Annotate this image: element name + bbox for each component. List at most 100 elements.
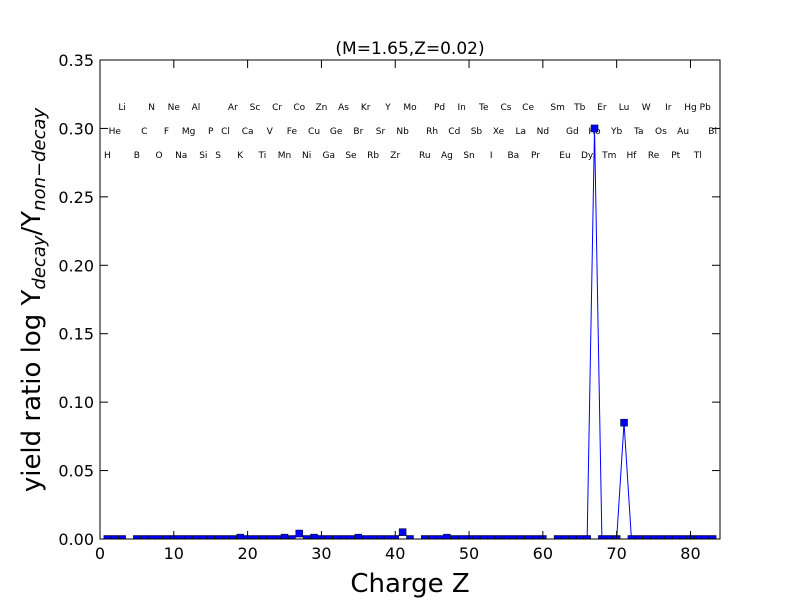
element-label: K (237, 151, 244, 161)
element-label: Br (353, 127, 363, 137)
x-tick-label: 80 (680, 544, 700, 563)
element-label: B (134, 151, 140, 161)
y-tick-label: 0.15 (58, 325, 94, 344)
element-label: Bi (708, 127, 717, 137)
element-label: Ar (228, 103, 238, 113)
element-label: Cu (308, 127, 320, 137)
element-label: V (267, 127, 274, 137)
element-label: I (490, 151, 493, 161)
y-label-sub: decay (29, 235, 50, 289)
data-point (111, 535, 119, 539)
chart-title: (M=1.65,Z=0.02) (335, 39, 484, 59)
data-point (421, 535, 429, 539)
element-label: Mg (182, 127, 195, 137)
element-label: Pd (434, 103, 445, 113)
element-label: Gd (566, 127, 579, 137)
data-point (155, 535, 163, 539)
x-tick-label: 10 (164, 544, 184, 563)
data-point (280, 533, 289, 539)
data-point (598, 535, 606, 539)
element-label: Hg (684, 103, 696, 113)
data-point (118, 535, 126, 539)
x-tick-label: 30 (311, 544, 331, 563)
element-label: S (215, 151, 221, 161)
data-point (214, 535, 222, 539)
element-label: Cs (500, 103, 511, 113)
data-point (376, 535, 385, 539)
y-tick-label: 0.35 (58, 51, 94, 70)
element-label: Sb (471, 127, 483, 137)
data-point (642, 535, 650, 539)
y-tick-label: 0.10 (58, 393, 94, 412)
data-point (184, 535, 193, 539)
element-label: Sm (550, 103, 564, 113)
x-tick-label: 60 (533, 544, 553, 563)
element-label: Y (384, 103, 391, 113)
y-axis-label: yield ratio log Ydecay/Ynon−decay (17, 107, 50, 492)
element-label: La (515, 127, 526, 137)
element-label: Si (199, 151, 207, 161)
element-label: Ne (168, 103, 181, 113)
data-point (494, 535, 503, 539)
element-label: W (642, 103, 651, 113)
element-label: Sn (463, 151, 474, 161)
element-label: Nb (396, 127, 409, 137)
element-label: P (208, 127, 214, 137)
element-label: F (164, 127, 169, 137)
data-point (620, 418, 628, 427)
data-point (524, 535, 532, 539)
element-label: O (156, 151, 163, 161)
element-label: He (109, 127, 122, 137)
data-point (288, 535, 296, 539)
data-point (694, 535, 702, 539)
element-label: Ni (302, 151, 311, 161)
element-label: As (338, 103, 349, 113)
data-point (605, 535, 614, 539)
element-label: Tb (573, 103, 585, 113)
element-label: Te (478, 103, 489, 113)
element-label: Zn (315, 103, 327, 113)
data-point (192, 535, 200, 539)
data-point (576, 535, 584, 539)
data-point (487, 535, 495, 539)
x-tick-label: 0 (95, 544, 105, 563)
y-tick-label: 0.20 (58, 256, 94, 275)
y-tick-label: 0.00 (58, 530, 94, 549)
element-label: Eu (559, 151, 570, 161)
data-point (266, 535, 274, 539)
data-point (384, 535, 392, 539)
data-point (140, 535, 149, 539)
data-point (325, 535, 333, 539)
x-tick-label: 50 (459, 544, 479, 563)
data-point (531, 535, 540, 539)
data-point (561, 535, 569, 539)
element-label: H (104, 151, 111, 161)
element-label: Cl (221, 127, 230, 137)
element-label: Ge (330, 127, 343, 137)
data-point (310, 533, 318, 539)
data-point (679, 535, 687, 539)
axes-frame (99, 59, 721, 540)
x-tick-label: 40 (385, 544, 405, 563)
element-label: Os (655, 127, 667, 137)
element-label: Na (175, 151, 187, 161)
data-point (406, 535, 414, 539)
element-label: Sr (376, 127, 386, 137)
data-point (162, 535, 171, 539)
data-point (273, 535, 281, 539)
element-label: Fe (287, 127, 298, 137)
element-label: Tm (601, 151, 616, 161)
element-label: Ba (507, 151, 519, 161)
data-point (354, 533, 363, 539)
data-point (701, 535, 709, 539)
data-point (133, 535, 141, 539)
data-point (590, 124, 599, 133)
element-label: Pr (531, 151, 540, 161)
data-point (428, 535, 436, 539)
x-tick-label: 70 (606, 544, 626, 563)
data-point (443, 533, 451, 539)
data-point (347, 535, 355, 539)
element-label: Ti (258, 151, 267, 161)
